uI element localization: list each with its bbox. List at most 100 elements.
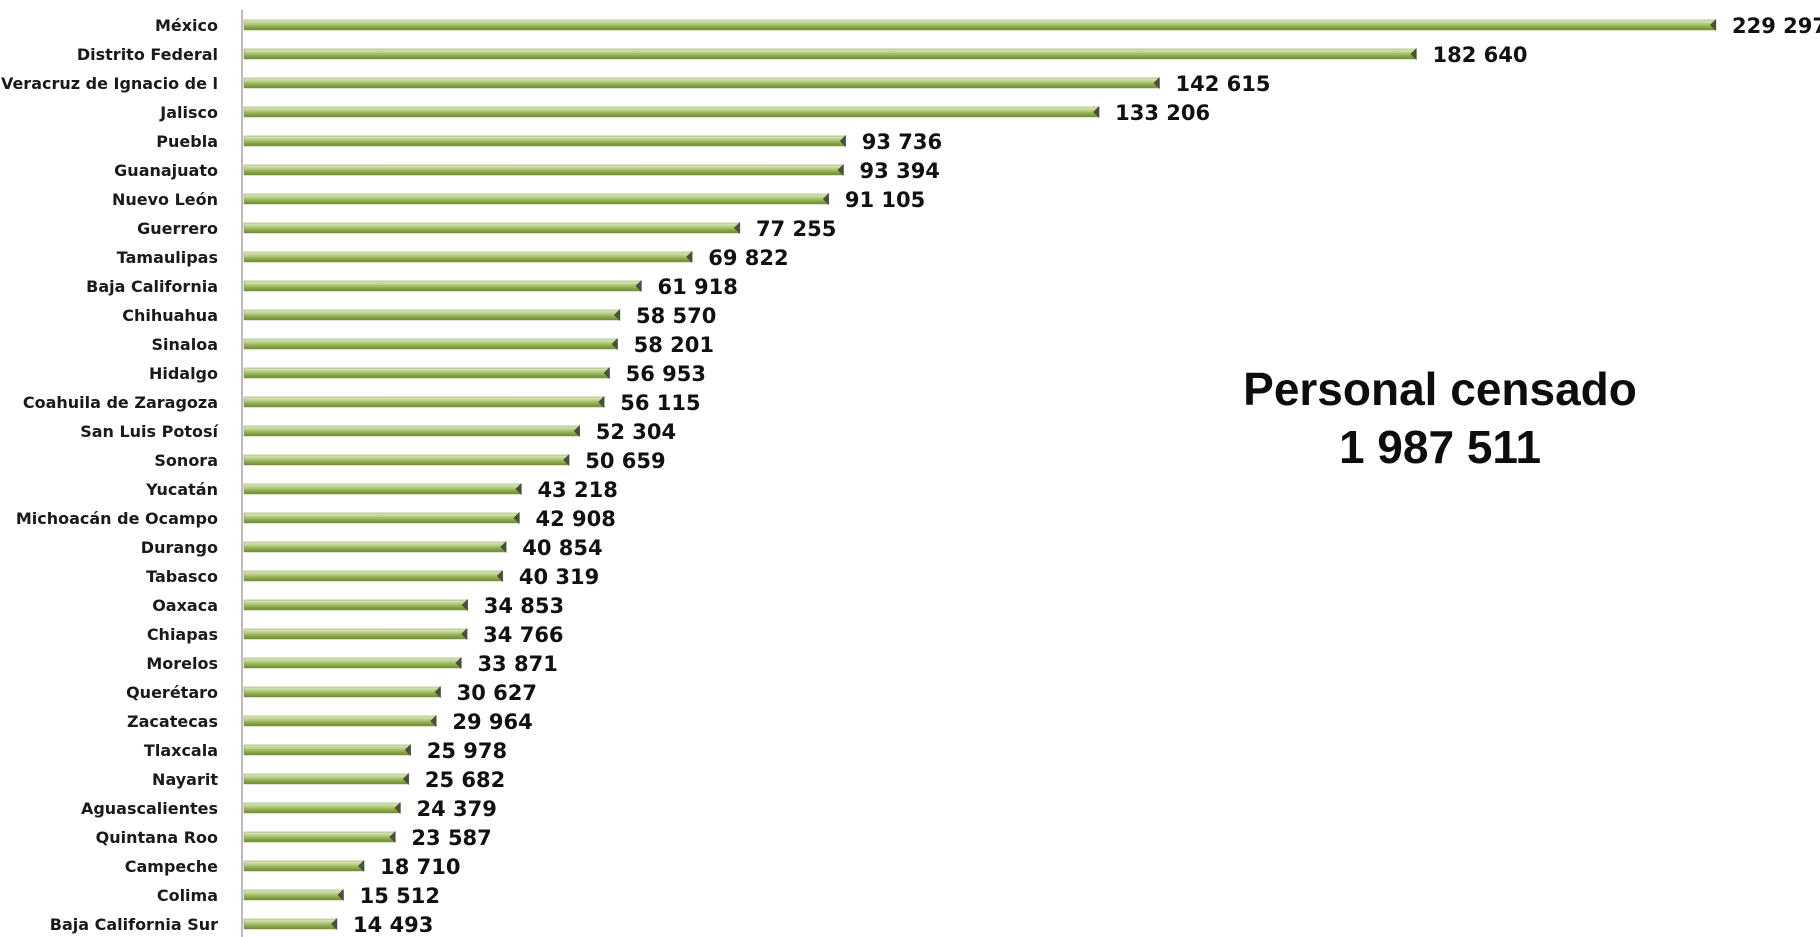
bar-end-cap bbox=[461, 599, 468, 611]
data-label: 34 766 bbox=[483, 623, 563, 647]
category-label: Chiapas bbox=[147, 625, 218, 644]
data-label: 50 659 bbox=[585, 449, 665, 473]
category-label: Campeche bbox=[125, 857, 218, 876]
data-label: 93 394 bbox=[860, 159, 940, 183]
bar bbox=[243, 48, 1417, 60]
bar bbox=[243, 686, 441, 698]
category-label: San Luis Potosí bbox=[80, 422, 219, 441]
data-label: 18 710 bbox=[380, 855, 460, 879]
bar bbox=[243, 918, 338, 930]
data-label: 182 640 bbox=[1432, 43, 1527, 67]
bar-end-cap bbox=[613, 309, 620, 321]
bar-end-cap bbox=[1153, 77, 1160, 89]
bar bbox=[243, 280, 642, 292]
data-label: 34 853 bbox=[484, 594, 564, 618]
category-label: Guanajuato bbox=[114, 161, 218, 180]
bar-end-cap bbox=[733, 222, 740, 234]
bar-end-cap bbox=[1410, 48, 1417, 60]
bar-end-cap bbox=[839, 135, 846, 147]
category-label: Sinaloa bbox=[152, 335, 218, 354]
bar-end-cap bbox=[337, 889, 344, 901]
bar-end-cap bbox=[430, 715, 437, 727]
bar bbox=[243, 831, 396, 843]
bar-end-cap bbox=[603, 367, 610, 379]
bar-end-cap bbox=[686, 251, 693, 263]
category-label: Coahuila de Zaragoza bbox=[23, 393, 218, 412]
bar-end-cap bbox=[635, 280, 642, 292]
category-label: Baja California Sur bbox=[50, 915, 218, 934]
bar bbox=[243, 744, 412, 756]
category-label: Colima bbox=[157, 886, 218, 905]
category-label: Puebla bbox=[156, 132, 218, 151]
data-label: 58 570 bbox=[636, 304, 716, 328]
category-label: Hidalgo bbox=[149, 364, 218, 383]
data-label: 40 319 bbox=[519, 565, 599, 589]
bar-end-cap bbox=[402, 773, 409, 785]
data-label: 77 255 bbox=[756, 217, 836, 241]
data-label: 133 206 bbox=[1115, 101, 1210, 125]
bar-end-cap bbox=[837, 164, 844, 176]
data-label: 33 871 bbox=[477, 652, 557, 676]
category-label: Morelos bbox=[146, 654, 218, 673]
category-label: Baja California bbox=[86, 277, 218, 296]
bar bbox=[243, 483, 522, 495]
summary-title: Personal censado bbox=[1243, 363, 1637, 415]
category-label: Sonora bbox=[154, 451, 218, 470]
bar-end-cap bbox=[389, 831, 396, 843]
bar-end-cap bbox=[404, 744, 411, 756]
bar bbox=[243, 715, 437, 727]
bar-end-cap bbox=[331, 918, 338, 930]
data-label: 23 587 bbox=[411, 826, 491, 850]
category-label: Chihuahua bbox=[122, 306, 218, 325]
bar-end-cap bbox=[513, 512, 520, 524]
bar bbox=[243, 77, 1160, 89]
bar bbox=[243, 570, 504, 582]
category-label: Nuevo León bbox=[112, 190, 218, 209]
bar bbox=[243, 657, 462, 669]
data-label: 56 115 bbox=[620, 391, 700, 415]
bar-end-cap bbox=[1710, 19, 1716, 31]
category-label: Quintana Roo bbox=[96, 828, 218, 847]
bar-end-cap bbox=[461, 628, 468, 640]
data-label: 91 105 bbox=[845, 188, 925, 212]
bar-end-cap bbox=[434, 686, 441, 698]
data-label: 43 218 bbox=[537, 478, 617, 502]
category-label: Nayarit bbox=[152, 770, 218, 789]
bar bbox=[243, 367, 610, 379]
data-label: 24 379 bbox=[417, 797, 497, 821]
bar-end-cap bbox=[822, 193, 829, 205]
summary-box: Personal censado 1 987 511 bbox=[1180, 360, 1700, 476]
bar bbox=[243, 135, 846, 147]
bar-end-cap bbox=[394, 802, 401, 814]
bar bbox=[243, 860, 365, 872]
bar bbox=[243, 454, 570, 466]
data-label: 229 297 bbox=[1732, 14, 1820, 38]
category-label: Aguascalientes bbox=[81, 799, 218, 818]
bar bbox=[243, 251, 693, 263]
bar bbox=[243, 222, 741, 234]
bar bbox=[243, 106, 1100, 118]
data-label: 15 512 bbox=[360, 884, 440, 908]
bar-end-cap bbox=[598, 396, 605, 408]
data-label: 58 201 bbox=[634, 333, 714, 357]
bar-end-cap bbox=[358, 860, 365, 872]
bar bbox=[243, 338, 618, 350]
bar-end-cap bbox=[515, 483, 522, 495]
summary-total: 1 987 511 bbox=[1338, 421, 1542, 473]
category-label: Durango bbox=[141, 538, 218, 557]
data-label: 93 736 bbox=[862, 130, 942, 154]
bar bbox=[243, 193, 830, 205]
data-label: 52 304 bbox=[596, 420, 676, 444]
data-label: 29 964 bbox=[452, 710, 532, 734]
data-label: 25 682 bbox=[425, 768, 505, 792]
category-label: Distrito Federal bbox=[77, 45, 218, 64]
category-label: Michoacán de Ocampo bbox=[16, 509, 218, 528]
bar-end-cap bbox=[1093, 106, 1100, 118]
category-label: México bbox=[155, 16, 218, 35]
data-label: 69 822 bbox=[708, 246, 788, 270]
bar bbox=[243, 541, 507, 553]
category-label: Tlaxcala bbox=[144, 741, 218, 760]
data-label: 30 627 bbox=[457, 681, 537, 705]
bar bbox=[243, 309, 621, 321]
